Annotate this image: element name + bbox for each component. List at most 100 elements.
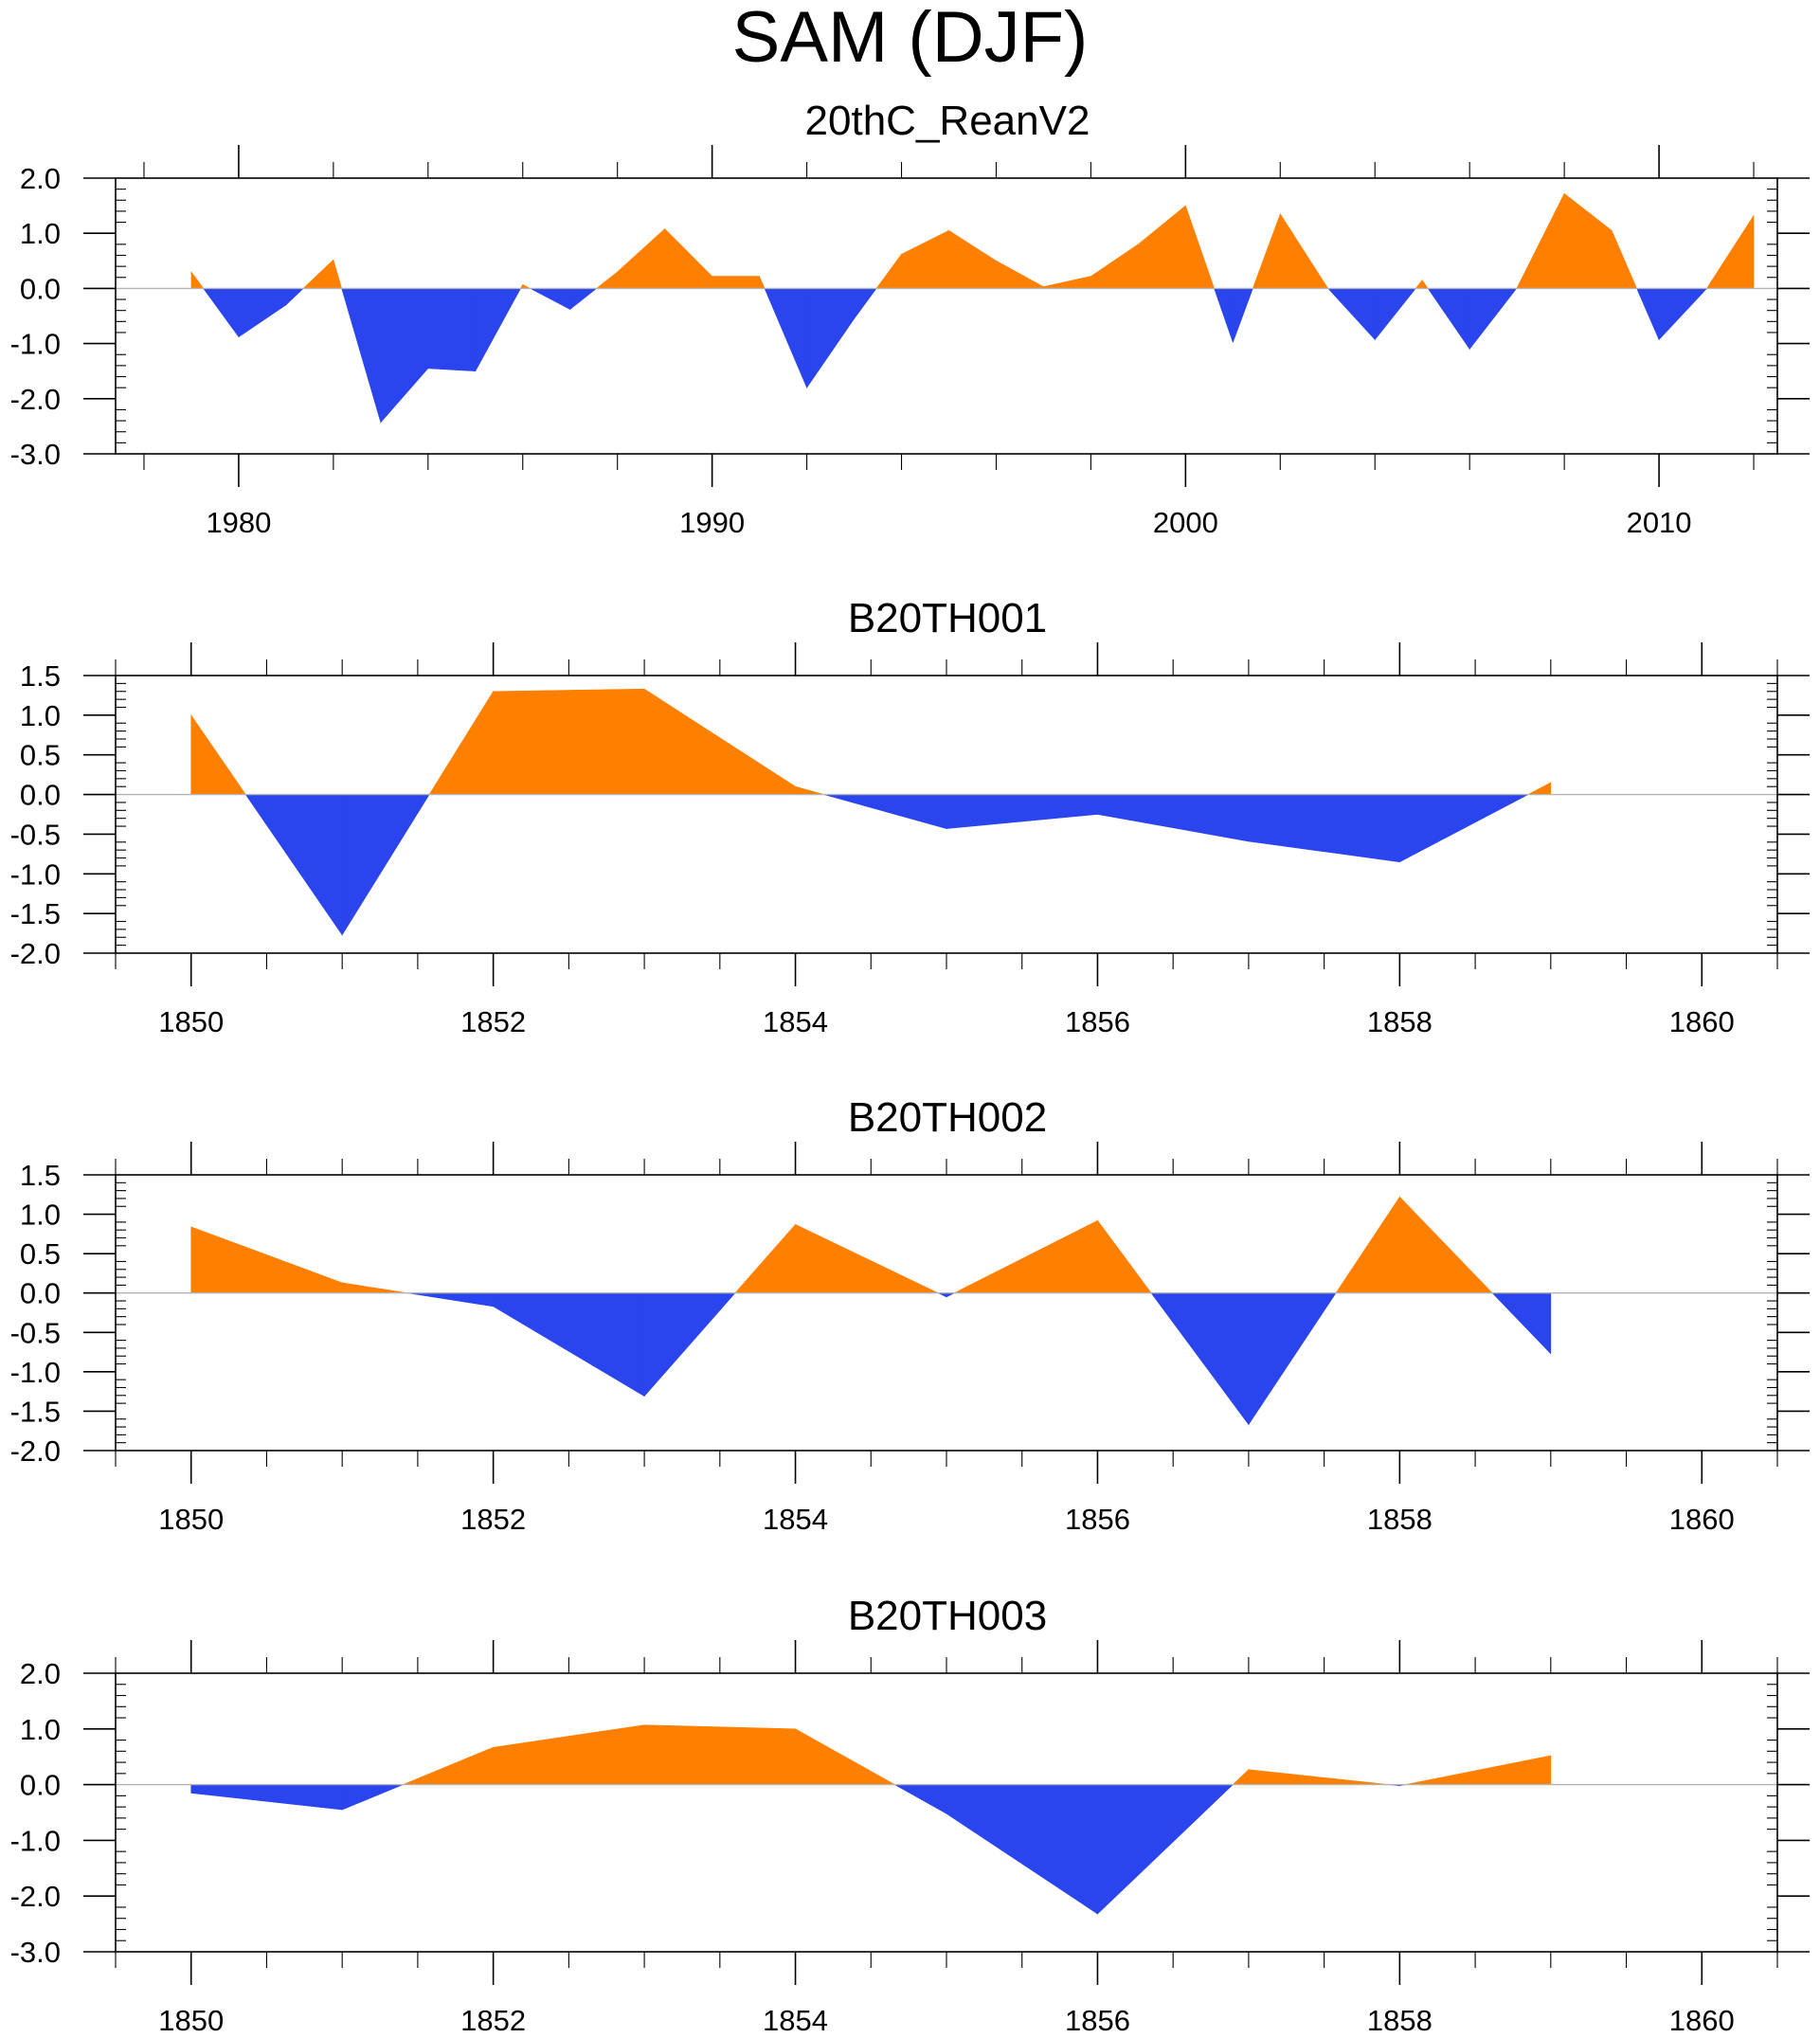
negative-area-segment [1469,288,1518,351]
positive-area-segment [1527,782,1552,795]
x-tick-label: 2000 [1153,506,1218,539]
negative-area-segment [946,1784,1098,1915]
y-tick-label: 0.0 [20,1277,61,1310]
negative-area-segment [427,288,477,372]
y-tick-label: 1.0 [20,1199,61,1232]
negative-area-segment [203,288,240,338]
y-tick-label: -2.0 [10,937,61,970]
chart-panel-4: 2.0 1.0 0.0 -1.0 -2.0 -3.0 1850 1852 1854 1856 185… [10,1593,1810,2037]
negative-area-segment [1658,288,1707,341]
positive-area-segment [341,1282,408,1294]
chart-panel-2: 1.5 1.0 0.5 0.0 -0.5 -1.0 -1.5 -2.0 1850 1852 1854… [10,595,1810,1038]
positive-area-segment [875,253,902,289]
positive-area-segment [948,229,997,289]
y-tick-label: -2.0 [10,1880,61,1913]
panel-title: B20TH001 [848,595,1047,641]
x-tick-label: 1858 [1367,2004,1433,2037]
x-tick-label: 1854 [763,1005,828,1038]
positive-area-segment [1405,1755,1552,1785]
y-tick-label: 0.0 [20,779,61,812]
y-tick-label: 0.5 [20,739,61,772]
chart-panel-3: 1.5 1.0 0.5 0.0 -0.5 -1.0 -1.5 -2.0 1850 1852 1854… [10,1094,1810,1536]
positive-area-segment [643,1724,796,1785]
positive-area-segment [759,276,766,289]
positive-area-segment [1399,1196,1493,1294]
x-tick-label: 1860 [1669,2004,1735,2037]
negative-area-segment [1248,1292,1337,1426]
positive-area-segment [664,227,712,289]
negative-area-segment [341,794,430,936]
x-tick-label: 1980 [206,506,271,539]
positive-area-segment [1043,276,1091,289]
negative-area-segment [1399,794,1529,863]
positive-area-segment [190,271,205,289]
y-tick-label: -1.5 [10,897,61,930]
y-tick-label: -1.0 [10,857,61,891]
negative-area-segment [190,1784,343,1811]
x-tick-label: 1854 [763,2004,828,2037]
positive-area-segment [1563,192,1613,289]
panel-title: B20TH003 [848,1593,1047,1639]
y-tick-label: 2.0 [20,1657,61,1690]
positive-area-segment [1705,214,1755,289]
negative-area-segment [1248,794,1400,863]
y-tick-label: -3.0 [10,438,61,471]
y-tick-label: -1.5 [10,1395,61,1428]
y-tick-label: -1.0 [10,1356,61,1389]
positive-area-segment [1090,243,1139,289]
positive-area-segment [1415,279,1423,289]
x-tick-label: 1856 [1065,1503,1130,1536]
x-tick-label: 1852 [460,2004,526,2037]
y-tick-label: -1.0 [10,328,61,361]
negative-area-segment [380,288,429,424]
x-tick-label: 2010 [1627,506,1692,539]
x-tick-label: 1858 [1367,1005,1433,1038]
positive-area-segment [1335,1196,1400,1294]
positive-area-segment [1516,193,1565,289]
positive-area-segment [1421,279,1429,289]
y-tick-label: 1.0 [20,1713,61,1746]
x-tick-label: 1860 [1669,1005,1735,1038]
y-tick-label: -2.0 [10,1434,61,1468]
figure-title: SAM (DJF) [731,0,1089,78]
negative-area-segment [823,794,947,829]
x-tick-label: 1990 [679,506,745,539]
x-tick-label: 1860 [1669,1503,1735,1536]
positive-area-segment [795,785,824,795]
negative-area-segment [946,794,1098,829]
positive-area-segment [302,259,334,289]
x-tick-label: 1850 [158,1503,224,1536]
panel-title: B20TH002 [848,1094,1047,1141]
positive-area-segment [1138,205,1186,289]
negative-area-segment [1233,288,1253,343]
positive-area-segment [1248,1769,1390,1785]
negative-area-segment [764,288,807,388]
y-tick-label: 1.5 [20,1159,61,1192]
negative-area-segment [569,288,598,311]
x-tick-label: 1850 [158,1005,224,1038]
positive-area-segment [1252,213,1281,289]
negative-area-segment [238,288,287,338]
positive-area-segment [403,1746,494,1785]
y-tick-label: -1.0 [10,1824,61,1857]
x-tick-label: 1856 [1065,1005,1130,1038]
negative-area-segment [1097,794,1250,842]
negative-area-segment [341,288,382,423]
positive-area-segment [954,1219,1098,1294]
positive-area-segment [1185,206,1216,289]
y-tick-label: 1.0 [20,217,61,250]
positive-area-segment [493,1724,645,1785]
x-tick-label: 1856 [1065,2004,1130,2037]
y-tick-label: 1.0 [20,699,61,732]
negative-area-segment [1427,288,1470,351]
negative-area-segment [1374,288,1416,341]
negative-area-segment [341,1784,404,1811]
negative-area-segment [530,288,571,311]
x-tick-label: 1852 [460,1005,526,1038]
x-tick-label: 1850 [158,2004,224,2037]
positive-area-segment [595,271,619,289]
x-tick-label: 1854 [763,1503,828,1536]
y-tick-label: -0.5 [10,818,61,851]
positive-area-segment [901,229,949,289]
y-tick-label: 0.5 [20,1237,61,1271]
